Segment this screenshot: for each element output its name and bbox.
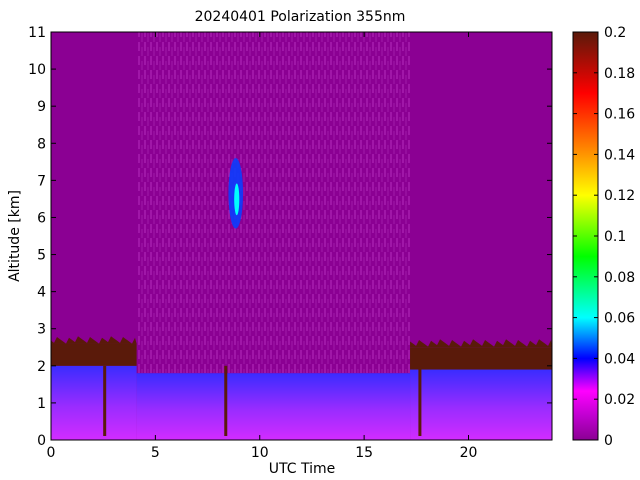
colorbar-tick-label: 0.14 [604,147,635,163]
colorbar: 0 0.02 0.04 0.06 0.08 0.1 0.12 0.14 0.16 0.18 0.2 [572,25,635,449]
colorbar-tick-label: 0.04 [604,351,635,367]
x-axis-ticks: 0 5 10 15 20 [47,32,478,461]
colorbar-tick-label: 0.02 [604,392,635,408]
gap-artifact [418,365,422,436]
y-tick-label: 5 [37,248,46,264]
y-tick-label: 8 [37,136,46,152]
x-axis-label: UTC Time [269,461,335,477]
colorbar-tick-label: 0.06 [604,311,635,327]
colorbar-ticks: 0 0.02 0.04 0.06 0.08 0.1 0.12 0.14 0.16 0.18 0.2 [573,25,635,449]
boundary-layer-region [410,369,552,440]
y-tick-label: 9 [37,99,46,115]
gap-artifact [224,365,228,436]
x-tick-label: 15 [355,445,373,461]
y-tick-label: 4 [37,285,46,301]
boundary-layer-region [136,373,411,440]
y-axis-label: Altitude [km] [7,190,23,282]
colorbar-tick-label: 0.18 [604,66,635,82]
colorbar-tick-label: 0 [604,433,613,449]
colorbar-tick-label: 0.1 [604,229,626,245]
boundary-layer-region [51,365,137,440]
data-regions [51,32,552,440]
y-tick-label: 10 [28,62,46,78]
y-tick-label: 6 [37,210,46,226]
y-tick-label: 3 [37,322,46,338]
cirrus-core [234,183,240,216]
gap-artifact [103,365,107,436]
residual-top-edge [410,339,552,348]
y-axis-ticks: 0 1 2 3 4 5 6 7 8 9 10 11 [28,25,552,449]
colorbar-tick-label: 0.08 [604,270,635,286]
noise-region [136,32,411,374]
residual-top-region [410,347,552,370]
residual-top-edge [51,336,137,344]
colorbar-gradient [573,32,598,440]
plot-area [50,31,553,441]
x-tick-label: 5 [151,445,160,461]
x-tick-label: 20 [460,445,478,461]
plot-frame [50,31,553,441]
colorbar-tick-label: 0.2 [604,25,626,41]
y-tick-label: 7 [37,173,46,189]
y-tick-label: 0 [37,433,46,449]
chart-title: 20240401 Polarization 355nm [195,9,406,25]
residual-top-region [51,343,137,366]
y-tick-label: 11 [28,25,46,41]
colorbar-tick-label: 0.16 [604,107,635,123]
y-tick-label: 1 [37,396,46,412]
x-tick-label: 0 [47,445,56,461]
x-tick-label: 10 [251,445,269,461]
y-tick-label: 2 [37,359,46,375]
colorbar-tick-label: 0.12 [604,188,635,204]
